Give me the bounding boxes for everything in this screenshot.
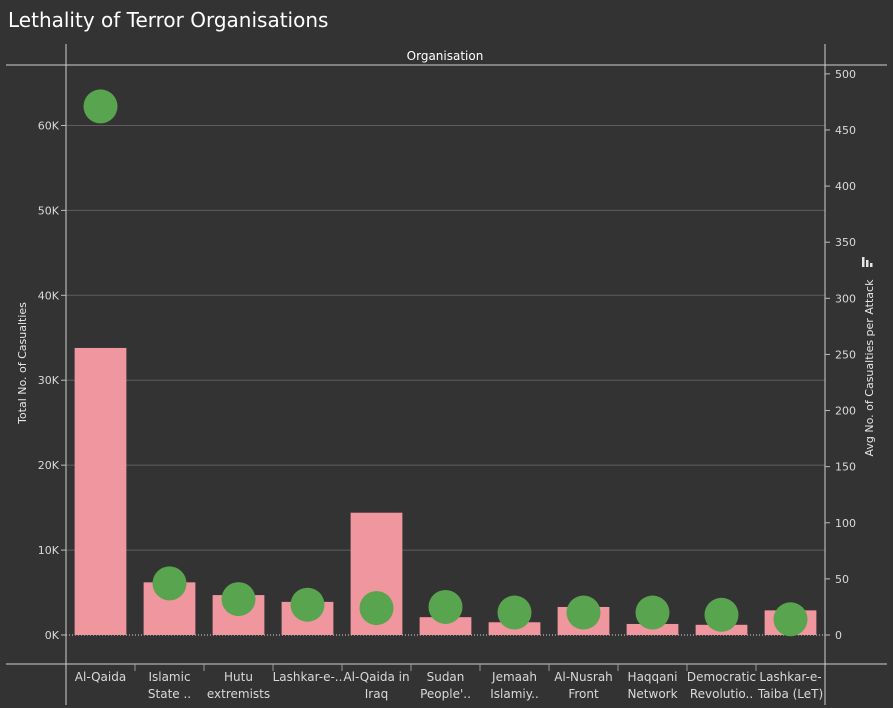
category-label: Democratic	[687, 670, 756, 684]
avg-circle[interactable]	[359, 591, 394, 626]
right-tick-label: 350	[835, 236, 856, 249]
category-label: Islamiy..	[490, 687, 539, 701]
avg-circle[interactable]	[704, 597, 739, 632]
category-label: Hutu	[224, 670, 253, 684]
category-label: State ..	[148, 687, 191, 701]
avg-circle[interactable]	[221, 582, 256, 617]
right-tick-label: 150	[835, 461, 856, 474]
right-tick-label: 50	[835, 573, 849, 586]
avg-circle[interactable]	[152, 566, 187, 601]
left-tick-label: 10K	[38, 544, 60, 557]
left-axis-title: Total No. of Casualties	[16, 302, 29, 425]
bar[interactable]	[419, 617, 472, 635]
right-tick-label: 500	[835, 68, 856, 81]
category-label: extremists	[207, 687, 270, 701]
category-label: Revolutio..	[690, 687, 753, 701]
right-axis-title: Avg No. of Casualties per Attack	[863, 279, 876, 457]
bar[interactable]	[74, 347, 127, 635]
circle-series	[83, 89, 808, 637]
left-tick-label: 30K	[38, 374, 60, 387]
right-tick-label: 450	[835, 124, 856, 137]
left-tick-label: 60K	[38, 119, 60, 132]
left-tick-label: 20K	[38, 459, 60, 472]
avg-circle[interactable]	[428, 589, 463, 624]
right-axis-ticks: 0 50 100 150 200 250 300 350 400 450 500	[825, 68, 856, 642]
category-label: People'..	[420, 687, 471, 701]
category-label: Al-Nusrah	[554, 670, 613, 684]
left-axis-ticks: 0K 10K 20K 30K 40K 50K 60K	[38, 119, 66, 642]
left-tick-label: 50K	[38, 204, 60, 217]
avg-circle[interactable]	[635, 595, 670, 630]
category-label: Iraq	[365, 687, 388, 701]
left-tick-label: 0K	[45, 629, 60, 642]
right-tick-label: 0	[835, 629, 842, 642]
category-label: Al-Qaida in	[343, 670, 409, 684]
category-label: Sudan	[427, 670, 465, 684]
right-tick-label: 100	[835, 517, 856, 530]
axis-swap-icon[interactable]	[862, 257, 873, 267]
category-label: Lashkar-e-	[759, 670, 821, 684]
chart-frame	[6, 44, 887, 705]
avg-circle[interactable]	[773, 602, 808, 637]
right-tick-label: 250	[835, 348, 856, 361]
category-label: Front	[568, 687, 599, 701]
avg-circle[interactable]	[497, 595, 532, 630]
avg-circle[interactable]	[83, 89, 118, 124]
left-tick-label: 40K	[38, 289, 60, 302]
right-tick-label: 400	[835, 180, 856, 193]
gridlines	[66, 124, 825, 636]
right-tick-label: 300	[835, 292, 856, 305]
category-label: Al-Qaida	[75, 670, 126, 684]
category-label: Taiba (LeT)	[757, 687, 823, 701]
avg-circle[interactable]	[290, 587, 325, 622]
category-label: Network	[627, 687, 677, 701]
avg-circle[interactable]	[566, 595, 601, 630]
category-label: Lashkar-e-..	[273, 670, 343, 684]
right-tick-label: 200	[835, 405, 856, 418]
category-label: Islamic	[148, 670, 190, 684]
category-label: Haqqani	[628, 670, 678, 684]
column-header-organisation: Organisation	[407, 49, 484, 63]
chart-title: Lethality of Terror Organisations	[8, 8, 329, 32]
category-label: Jemaah	[491, 670, 537, 684]
